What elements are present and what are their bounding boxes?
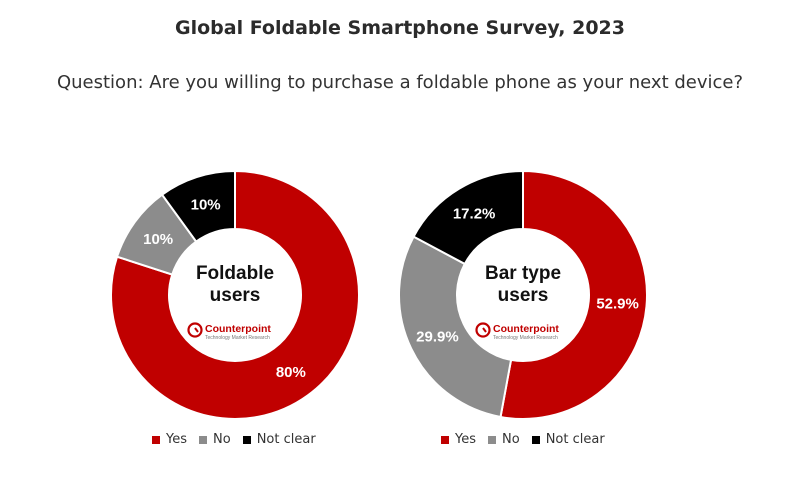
value-label-1-yes: 52.9% bbox=[596, 296, 639, 313]
legend-item-no: No bbox=[199, 432, 231, 447]
center-label-1-line-0: Bar type bbox=[485, 263, 561, 284]
legend-bar-type: Yes No Not clear bbox=[441, 432, 605, 447]
slice-1-no bbox=[398, 235, 513, 419]
value-label-0-yes: 80% bbox=[276, 364, 306, 381]
slice-1-yes bbox=[499, 169, 648, 420]
slice-0-not-clear bbox=[160, 169, 236, 244]
legend-foldable: Yes No Not clear bbox=[152, 432, 316, 447]
center-label-1-line-1: users bbox=[498, 285, 549, 306]
survey-question: Question: Are you willing to purchase a … bbox=[56, 72, 744, 93]
value-label-1-not-clear: 17.2% bbox=[453, 206, 496, 223]
legend-swatch-yes bbox=[441, 435, 449, 444]
legend-label-not-clear: Not clear bbox=[545, 432, 605, 447]
value-label-1-no: 29.9% bbox=[416, 328, 459, 345]
legend-swatch-not-clear bbox=[242, 435, 251, 444]
legend-item-yes: Yes bbox=[441, 432, 476, 447]
center-label-0-line-1: users bbox=[210, 285, 261, 306]
legend-item-yes: Yes bbox=[152, 432, 187, 447]
legend-label-not-clear: Not clear bbox=[256, 432, 316, 447]
logo-tagline-0: Technology Market Research bbox=[205, 335, 270, 341]
legend-item-not-clear: Not clear bbox=[531, 432, 605, 447]
chart-title: Global Foldable Smartphone Survey, 2023 bbox=[175, 17, 625, 39]
center-label-0-line-0: Foldable bbox=[196, 263, 274, 284]
value-label-0-not-clear: 10% bbox=[191, 197, 221, 214]
legend-label-yes: Yes bbox=[455, 432, 476, 447]
logo-brand-0: Counterpoint bbox=[205, 323, 271, 335]
legend-swatch-not-clear bbox=[531, 435, 540, 444]
legend-label-no: No bbox=[213, 432, 231, 447]
slice-1-not-clear bbox=[412, 169, 524, 266]
legend-item-no: No bbox=[488, 432, 520, 447]
legend-swatch-no bbox=[199, 435, 207, 444]
legend-swatch-yes bbox=[152, 435, 160, 444]
legend-item-not-clear: Not clear bbox=[242, 432, 316, 447]
legend-swatch-no bbox=[488, 435, 496, 444]
logo-tagline-1: Technology Market Research bbox=[493, 335, 558, 341]
slice-0-yes bbox=[110, 169, 360, 420]
value-label-0-no: 10% bbox=[143, 231, 173, 248]
legend-label-yes: Yes bbox=[166, 432, 187, 447]
legend-label-no: No bbox=[502, 432, 520, 447]
logo-brand-1: Counterpoint bbox=[493, 323, 559, 335]
